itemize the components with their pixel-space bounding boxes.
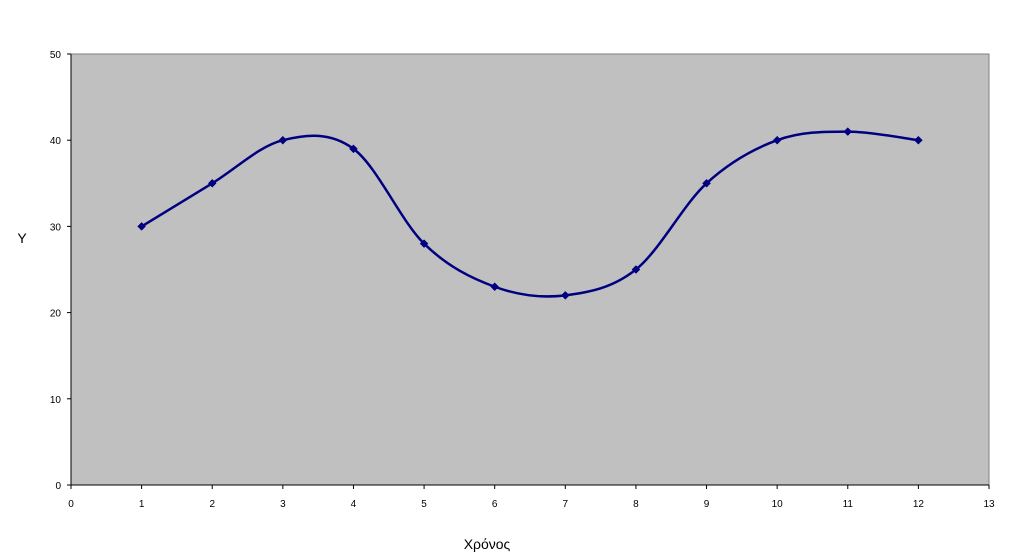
y-tick-label: 30: [50, 222, 62, 233]
data-point-marker: [772, 135, 782, 145]
x-tick-label: 13: [983, 499, 995, 510]
data-point-marker: [137, 222, 146, 231]
data-point-marker: [490, 282, 500, 292]
y-tick-label: 40: [50, 136, 62, 147]
plot-area: [70, 53, 990, 486]
x-tick-label: 11: [843, 499, 854, 510]
y-tick-label: 0: [55, 481, 61, 492]
x-tick-label: 4: [351, 499, 357, 510]
x-tick-label: 6: [492, 499, 498, 510]
data-point-marker: [631, 265, 641, 274]
y-axis: 0 10 20 30 40 50: [50, 50, 72, 492]
x-tick-label: 2: [209, 499, 215, 510]
x-tick-label: 0: [68, 499, 74, 510]
x-tick-label: 5: [421, 499, 427, 510]
x-tick-label: 12: [913, 499, 925, 510]
x-tick-label: 3: [280, 499, 286, 510]
x-axis-title: Χρόνος: [464, 536, 511, 552]
x-tick-label: 10: [772, 499, 784, 510]
x-axis: 0 1 2 3 4 5 6 7 8 9 10 11 12 13: [68, 484, 995, 510]
y-tick-label: 50: [50, 50, 62, 61]
x-tick-label: 8: [633, 499, 639, 510]
x-tick-label: 9: [704, 499, 710, 510]
data-point-marker: [702, 178, 711, 188]
data-point-marker: [560, 291, 570, 300]
data-point-marker: [914, 135, 923, 145]
data-point-marker: [419, 239, 429, 248]
data-point-marker: [349, 144, 358, 154]
data-point-marker: [207, 178, 217, 188]
y-tick-label: 20: [50, 309, 62, 320]
data-point-marker: [278, 135, 288, 145]
series-group: [137, 127, 923, 300]
data-point-marker: [843, 127, 853, 136]
x-tick-label: 1: [139, 499, 145, 510]
x-tick-label: 7: [563, 499, 569, 510]
y-axis-title: Y: [17, 230, 27, 246]
y-tick-label: 10: [50, 395, 62, 406]
